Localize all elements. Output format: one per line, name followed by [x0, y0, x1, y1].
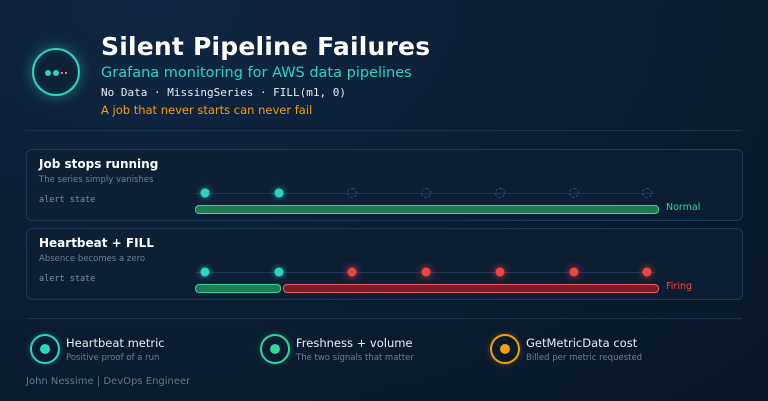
author-credit: John Nessime | DevOps Engineer	[26, 376, 191, 387]
legend-subtitle: Positive proof of a run	[66, 353, 160, 363]
code-line: No Data · MissingSeries · FILL(m1, 0)	[101, 86, 347, 99]
panel-subtitle: Absence becomes a zero	[39, 254, 146, 264]
tagline: A job that never starts can never fail	[101, 103, 313, 117]
timeline-point-zero	[569, 267, 578, 277]
timeline-point-zero	[421, 267, 431, 277]
legend-subtitle: Billed per metric requested	[526, 353, 643, 363]
timeline-point-zero	[347, 267, 357, 277]
timeline-point-present	[200, 188, 210, 198]
panel-title: Job stops running	[39, 157, 159, 171]
timeline-point-missing	[568, 188, 579, 198]
timeline-point-present	[274, 188, 284, 198]
timeline-point-missing	[421, 188, 432, 198]
legend-subtitle: The two signals that matter	[296, 353, 414, 363]
timeline-point-zero	[495, 267, 505, 277]
state-bar-normal	[195, 284, 281, 293]
panel-title: Heartbeat + FILL	[39, 236, 154, 250]
heartbeat-gap-icon	[32, 48, 80, 96]
logo-dot	[45, 70, 51, 76]
timeline-point-present	[200, 267, 210, 277]
state-bar-normal	[195, 205, 659, 214]
panel-subtitle: The series simply vanishes	[39, 175, 154, 185]
timeline-point-missing	[494, 188, 505, 198]
timeline-point-zero	[642, 267, 652, 277]
timeline-point-present	[274, 267, 284, 277]
state-label: Normal	[666, 202, 701, 213]
page-title: Silent Pipeline Failures	[101, 32, 431, 61]
page-subtitle: Grafana monitoring for AWS data pipeline…	[101, 65, 412, 81]
legend-title: Heartbeat metric	[66, 336, 165, 350]
timeline-point-missing	[347, 188, 358, 198]
green-dot-icon	[260, 334, 290, 364]
divider	[26, 318, 742, 319]
amber-dot-icon	[490, 334, 520, 364]
divider	[26, 130, 742, 131]
panel-job-stops: Job stops running The series simply vani…	[26, 149, 743, 221]
state-label: Firing	[666, 281, 693, 292]
row-label: alert state	[39, 274, 96, 284]
row-label: alert state	[39, 195, 96, 205]
panel-heartbeat-fill: Heartbeat + FILL Absence becomes a zero …	[26, 228, 743, 300]
logo-dot	[53, 70, 59, 76]
teal-dot-icon	[30, 334, 60, 364]
timeline-point-missing	[642, 188, 653, 198]
legend-title: GetMetricData cost	[526, 336, 638, 350]
logo-dash	[61, 72, 68, 74]
legend-title: Freshness + volume	[296, 336, 413, 350]
state-bar-firing	[282, 284, 659, 293]
